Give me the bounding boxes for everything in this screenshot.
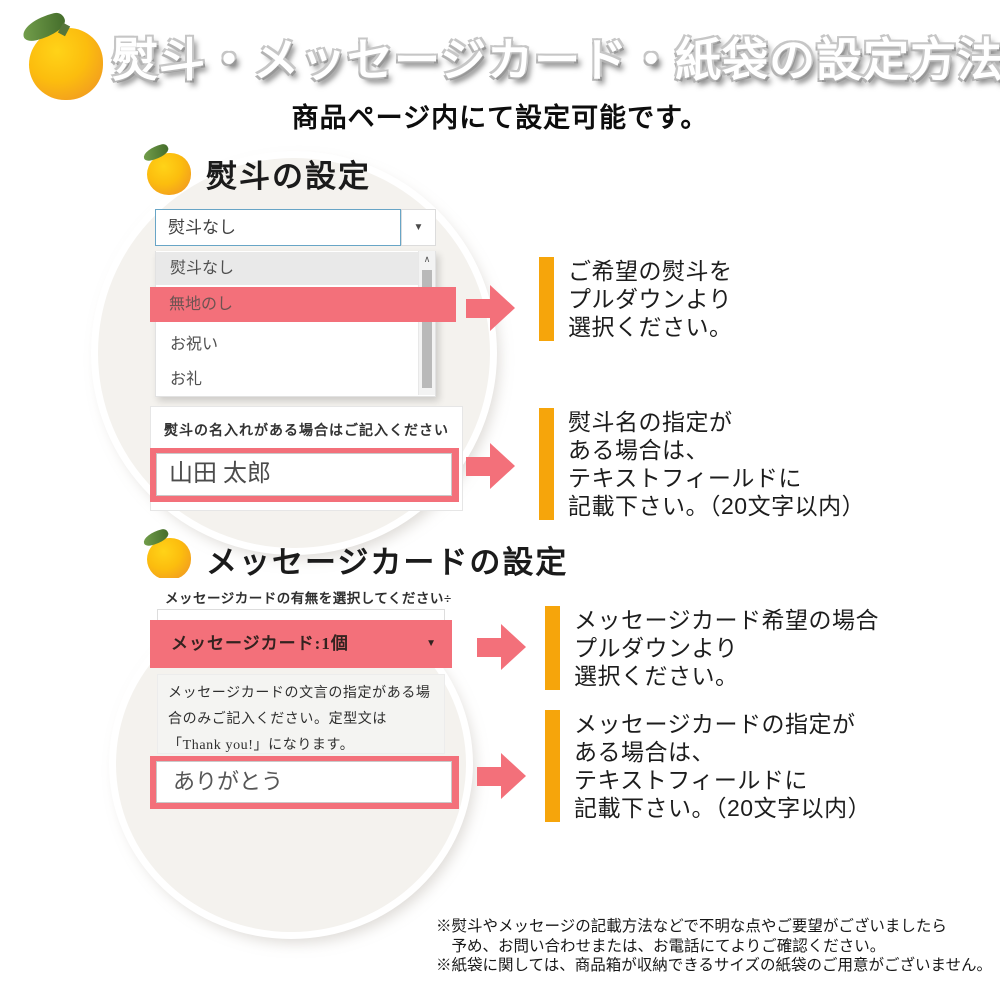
card-select-value: メッセージカード:1個 [171, 634, 349, 653]
noshi-select-instruction: ご希望の熨斗を プルダウンより 選択ください。 [539, 257, 733, 341]
mikan-body-icon [28, 27, 103, 100]
instruction-line: 選択ください。 [568, 314, 733, 340]
card-select-label: メッセージカードの有無を選択してください÷ [165, 591, 452, 606]
noshi-name-instruction: 熨斗名の指定が ある場合は、 テキストフィールドに 記載下さい。（20文字以内） [539, 408, 865, 520]
dropdown-scrollbar[interactable]: ∧ [418, 251, 435, 395]
dropdown-option-oiwai[interactable]: お祝い [170, 336, 219, 353]
mikan-icon [141, 143, 194, 195]
mikan-icon [141, 528, 194, 580]
chevron-down-icon: ▼ [413, 222, 424, 233]
mikan-body-icon [147, 538, 191, 580]
instruction-line: テキストフィールドに [568, 465, 802, 491]
noshi-select-value: 熨斗なし [168, 218, 236, 237]
noshi-select[interactable]: 熨斗なし [155, 209, 401, 246]
orange-bar [539, 257, 554, 341]
instruction-line: 記載下さい。（20文字以内） [574, 795, 872, 821]
instruction-line: プルダウンより [568, 286, 733, 312]
orange-bar [545, 606, 560, 690]
footer-note-line: ※熨斗やメッセージの記載方法などで不明な点やご要望がございましたら [436, 918, 947, 935]
instruction-line: 選択ください。 [574, 663, 739, 689]
dropdown-option-muji-noshi-highlighted[interactable]: 無地のし [150, 287, 456, 322]
right-arrow-icon [477, 624, 526, 670]
card-select-highlighted[interactable]: メッセージカード:1個 ▼ [150, 620, 452, 668]
card-section-title: メッセージカードの設定 [206, 545, 569, 580]
instruction-line: 記載下さい。（20文字以内） [568, 493, 866, 519]
footer-note-line: 予め、お問い合わせまたは、お電話にてよりご確認ください。 [436, 937, 886, 955]
page-subtitle: 商品ページ内にて設定可能です。 [291, 103, 709, 133]
card-note-box: メッセージカードの文言の指定がある場合のみご記入ください。定型文は「Thank … [157, 674, 445, 754]
scroll-up-icon[interactable]: ∧ [423, 254, 431, 264]
noshi-name-input-value: 山田 太郎 [169, 461, 271, 487]
right-arrow-icon [466, 285, 515, 331]
noshi-dropdown-list: 熨斗なし お祝い お礼 ∧ [155, 251, 436, 397]
instruction-line: メッセージカードの指定が [574, 711, 856, 737]
noshi-name-input[interactable]: 山田 太郎 [156, 453, 452, 496]
instruction-line: ご希望の熨斗を [568, 258, 733, 284]
instruction-line: ある場合は、 [568, 437, 709, 463]
page-title: 熨斗・メッセージカード・紙袋の設定方法 [112, 34, 1000, 86]
right-arrow-icon [466, 443, 515, 489]
card-message-input[interactable]: ありがとう [156, 761, 452, 803]
card-select-instruction: メッセージカード希望の場合 プルダウンより 選択ください。 [545, 606, 879, 690]
instruction-line: テキストフィールドに [574, 767, 808, 793]
instruction-line: 熨斗名の指定が [568, 409, 733, 435]
orange-bar [539, 408, 554, 520]
footer-notes: ※熨斗やメッセージの記載方法などで不明な点やご要望がございましたら 予め、お問い… [436, 917, 992, 976]
card-message-input-value: ありがとう [173, 769, 284, 794]
dropdown-option-noshi-nashi[interactable]: 熨斗なし [156, 252, 418, 285]
chevron-down-icon: ▼ [426, 638, 436, 649]
noshi-section-title: 熨斗の設定 [206, 159, 371, 194]
dropdown-option-orei[interactable]: お礼 [170, 371, 203, 388]
card-select-label-background [152, 578, 454, 611]
card-field-instruction: メッセージカードの指定が ある場合は、 テキストフィールドに 記載下さい。（20… [545, 710, 871, 822]
scrollbar-thumb[interactable] [422, 270, 432, 388]
noshi-select-dropdown-button[interactable]: ▼ [401, 209, 436, 246]
instruction-line: ある場合は、 [574, 739, 715, 765]
card-note-text: メッセージカードの文言の指定がある場合のみご記入ください。定型文は「Thank … [168, 686, 431, 753]
noshi-name-input-highlight: 山田 太郎 [150, 448, 459, 502]
noshi-name-label: 熨斗の名入れがある場合はご記入ください [164, 424, 449, 439]
instruction-line: プルダウンより [574, 635, 739, 661]
mikan-icon [19, 10, 108, 100]
footer-note-line: ※紙袋に関しては、商品箱が収納できるサイズの紙袋のご用意がございません。 [436, 957, 992, 974]
instruction-line: メッセージカード希望の場合 [574, 607, 880, 633]
orange-bar [545, 710, 560, 822]
right-arrow-icon [477, 753, 526, 799]
card-message-input-highlight: ありがとう [150, 756, 459, 809]
mikan-body-icon [147, 153, 191, 195]
